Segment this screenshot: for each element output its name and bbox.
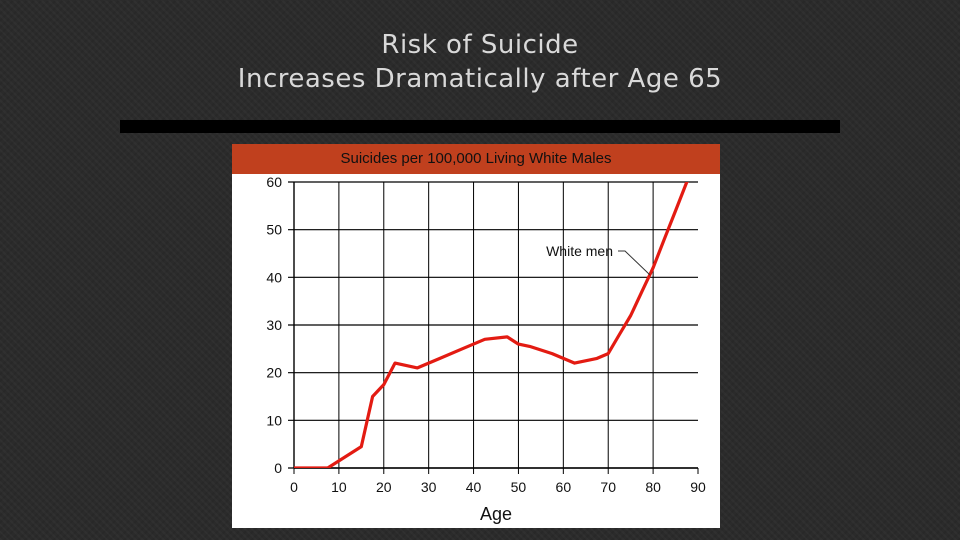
x-tick-label: 60 <box>556 479 572 495</box>
x-tick-label: 50 <box>511 479 527 495</box>
y-tick-label: 30 <box>266 317 282 333</box>
x-tick-label: 0 <box>290 479 298 495</box>
y-tick-label: 20 <box>266 365 282 381</box>
slide-title: Risk of Suicide Increases Dramatically a… <box>0 28 960 96</box>
divider-bar <box>120 120 840 133</box>
series-line-white-men <box>294 182 689 468</box>
x-axis-label: Age <box>480 504 512 524</box>
x-tick-label: 30 <box>421 479 437 495</box>
y-tick-label: 60 <box>266 174 282 190</box>
chart-title: Suicides per 100,000 Living White Males <box>340 150 612 167</box>
x-tick-label: 40 <box>466 479 482 495</box>
series-annotation-label: White men <box>546 243 613 259</box>
slide-title-line-2: Increases Dramatically after Age 65 <box>237 64 723 94</box>
y-tick-label: 40 <box>266 269 282 285</box>
annotation-leader-line <box>618 250 651 276</box>
chart-header-band: Suicides per 100,000 Living White Males <box>232 144 720 174</box>
y-tick-label: 50 <box>266 222 282 238</box>
slide-title-line-1: Risk of Suicide <box>381 30 579 60</box>
x-tick-label: 90 <box>690 479 706 495</box>
x-tick-label: 70 <box>600 479 616 495</box>
chart-panel: 0 10 20 30 40 50 60 0 10 20 30 40 50 60 70 80 90 White me… <box>232 144 720 528</box>
x-tick-label: 10 <box>331 479 347 495</box>
y-tick-label: 10 <box>266 412 282 428</box>
x-tick-label: 80 <box>645 479 661 495</box>
line-chart: 0 10 20 30 40 50 60 0 10 20 30 40 50 60 70 80 90 White me… <box>266 174 706 524</box>
y-tick-label: 0 <box>274 460 282 476</box>
x-tick-label: 20 <box>376 479 392 495</box>
